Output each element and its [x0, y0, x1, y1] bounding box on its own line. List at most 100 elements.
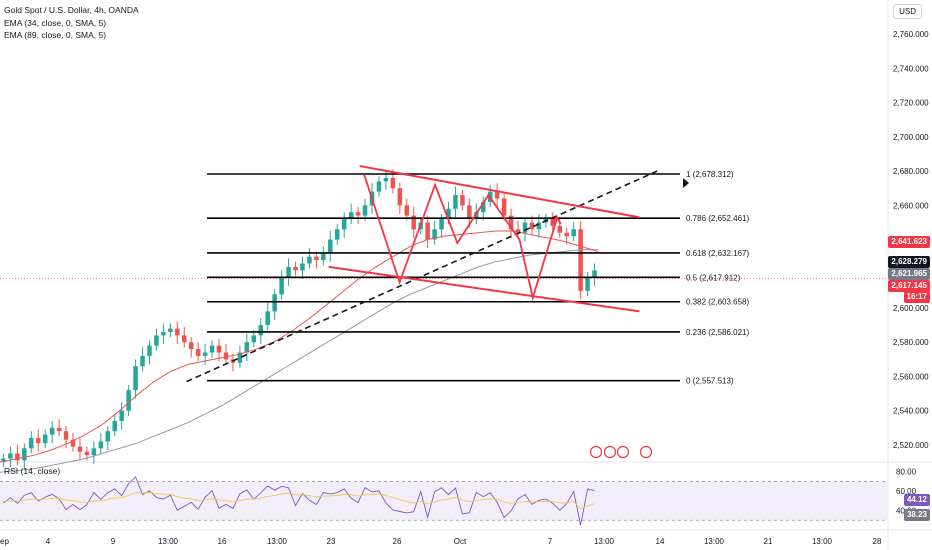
- candle-body: [22, 448, 27, 461]
- candle-body: [557, 225, 563, 233]
- candle-body: [508, 215, 514, 230]
- candle-body: [474, 212, 479, 220]
- candle-body: [161, 331, 166, 336]
- x-tick-label: 13:00: [704, 537, 725, 546]
- x-tick-label: 16: [218, 537, 227, 546]
- y-tick-label: 2,580.000: [893, 338, 929, 347]
- candle-body: [77, 446, 83, 452]
- candle-body: [585, 277, 590, 291]
- fib-level-label: 0.382 (2,603.658): [686, 298, 749, 307]
- candle-body: [209, 345, 215, 353]
- candle-body: [432, 229, 437, 240]
- currency-button[interactable]: USD: [893, 4, 922, 19]
- rsi-legend[interactable]: RSI (14, close): [4, 466, 61, 476]
- candle-body: [15, 453, 20, 461]
- candle-body: [105, 431, 111, 442]
- candle-body: [63, 431, 69, 440]
- candle-body: [307, 256, 312, 264]
- candle-body: [411, 215, 416, 230]
- y-tick-label: 2,540.000: [893, 407, 929, 416]
- candle-body: [522, 222, 528, 233]
- price-badge-0: 2,641.623: [888, 236, 930, 248]
- ema-34-legend[interactable]: EMA (34, close, 0, SMA, 5): [4, 17, 107, 28]
- candle-body: [216, 345, 222, 353]
- x-tick-label: 23: [327, 537, 336, 546]
- candle-body: [168, 328, 173, 332]
- candle-body: [460, 195, 465, 206]
- x-tick-label: 13:00: [158, 537, 179, 546]
- ema-34-line: [0, 230, 599, 463]
- economic-event-icon: [639, 445, 653, 459]
- price-badge-3: 2,617.145: [888, 280, 930, 292]
- candle-body: [265, 311, 270, 326]
- y-tick-label: 2,520.000: [893, 441, 929, 450]
- fib-level-label: 0.5 (2,617.912): [686, 273, 741, 282]
- economic-event-icon: [589, 445, 603, 459]
- channel-upper-line: [359, 165, 640, 219]
- x-tick-label: 9: [111, 537, 116, 546]
- x-tick-label: 7: [548, 537, 553, 546]
- candle-body: [362, 205, 368, 216]
- candle-body: [564, 232, 569, 237]
- chart-legend: Gold Spot / U.S. Dollar, 4h, OANDA EMA (…: [4, 4, 139, 42]
- candle-body: [571, 229, 576, 237]
- fib-level-label: 0.236 (2,586.021): [686, 328, 749, 337]
- candle-body: [223, 352, 229, 360]
- rsi-tick-label: 80.00: [896, 468, 917, 477]
- y-tick-label: 2,680.000: [893, 167, 929, 176]
- candle-body: [467, 205, 472, 220]
- rsi-ma-line: [3, 492, 595, 510]
- wave-arrow-head: [551, 215, 562, 225]
- candle-body: [592, 270, 597, 278]
- y-tick-label: 2,760.000: [893, 30, 929, 39]
- rsi-band: [0, 481, 888, 521]
- candle-body: [439, 219, 444, 230]
- candle-body: [453, 195, 458, 209]
- economic-event-icon: [603, 445, 617, 459]
- candle-body: [404, 205, 410, 216]
- candle-body: [341, 219, 347, 230]
- symbol-title[interactable]: Gold Spot / U.S. Dollar, 4h, OANDA: [4, 5, 139, 15]
- candle-body: [42, 434, 48, 444]
- x-tick-label: 13:00: [594, 537, 615, 546]
- candle-body: [91, 448, 97, 456]
- y-tick-label: 2,560.000: [893, 372, 929, 381]
- y-tick-label: 2,720.000: [893, 99, 929, 108]
- candle-body: [29, 438, 34, 449]
- candle-body: [119, 410, 124, 421]
- ema-89-legend[interactable]: EMA (89, close, 0, SMA, 5): [4, 30, 107, 40]
- candle-body: [355, 212, 361, 216]
- x-tick-label: 13:00: [267, 537, 288, 546]
- economic-event-icon: [616, 445, 630, 459]
- trendline-arrow-head: [683, 178, 689, 188]
- fib-level-label: 0.618 (2,632.167): [686, 249, 749, 258]
- candle-body: [112, 420, 117, 432]
- candle-body: [481, 201, 486, 213]
- candle-body: [300, 263, 305, 271]
- candle-body: [237, 352, 243, 363]
- rsi-badge-2: 38.23: [903, 509, 930, 521]
- candle-body: [334, 229, 340, 240]
- x-tick-label: 28: [873, 537, 882, 546]
- trendline-dashed: [186, 170, 658, 383]
- candle-body: [98, 441, 104, 449]
- x-tick-label: 4: [46, 537, 51, 546]
- candle-body: [348, 212, 354, 220]
- candle-body: [390, 177, 396, 189]
- candle-body: [147, 345, 152, 356]
- wave-projection-line: [363, 174, 558, 302]
- x-tick-label: 14: [656, 537, 665, 546]
- x-tick-label: 26: [393, 537, 402, 546]
- candle-body: [140, 355, 145, 367]
- candle-body: [293, 266, 298, 271]
- x-tick-label: Oct: [454, 537, 467, 546]
- y-tick-label: 2,600.000: [893, 304, 929, 313]
- candle-body: [272, 294, 277, 312]
- candle-body: [195, 349, 201, 356]
- candle-body: [244, 342, 250, 353]
- candle-body: [529, 222, 535, 230]
- candle-body: [425, 222, 430, 240]
